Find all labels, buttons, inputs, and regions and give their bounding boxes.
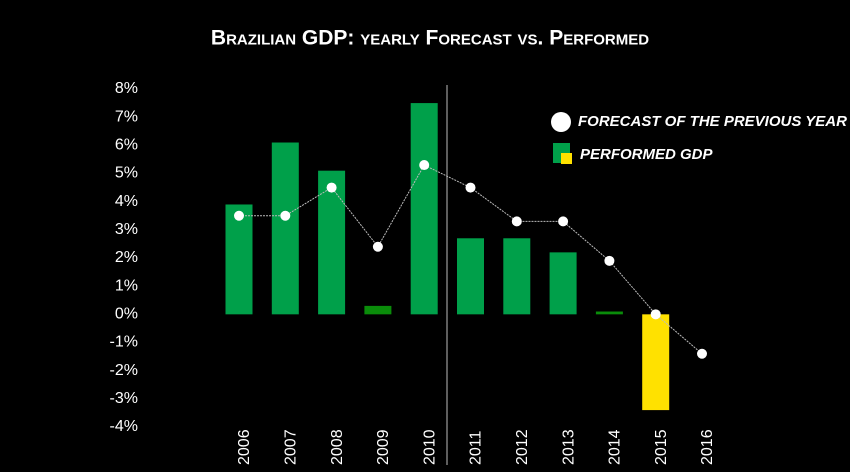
forecast-dot (372, 241, 383, 252)
legend-swatch (551, 112, 571, 132)
chart-title: Brazilian GDP: yearly Forecast vs. Perfo… (211, 27, 649, 50)
bar (410, 103, 438, 315)
legend-swatch (561, 153, 572, 164)
y-tick-label: -2% (110, 362, 138, 379)
bar (503, 238, 531, 315)
y-tick-label: 6% (115, 137, 138, 154)
bar (318, 170, 346, 315)
y-tick-label: -1% (110, 334, 138, 351)
legend-label: PERFORMED GDP (580, 146, 714, 163)
bar (642, 314, 670, 411)
x-tick-label: 2011 (468, 430, 485, 465)
bar (225, 204, 253, 315)
x-tick-label: 2010 (421, 429, 438, 465)
forecast-line (239, 164, 703, 355)
y-tick-label: -3% (110, 390, 138, 407)
y-tick-label: 7% (115, 108, 138, 125)
bar (457, 238, 484, 315)
forecast-dot (558, 216, 569, 227)
y-tick-label: 5% (115, 165, 138, 182)
forecast-dot (697, 348, 707, 359)
forecast-dot (234, 210, 244, 221)
bar (364, 305, 392, 315)
x-tick-label: 2016 (699, 429, 716, 465)
x-tick-label: 2014 (607, 429, 624, 465)
y-tick-label: 8% (115, 80, 138, 97)
bar (549, 252, 577, 315)
x-tick-label: 2012 (514, 429, 531, 465)
bar (271, 142, 299, 315)
forecast-dot (280, 210, 291, 221)
x-tick-label: 2013 (560, 429, 577, 465)
forecast-dot (650, 309, 661, 320)
y-tick-label: 4% (115, 193, 138, 210)
y-tick-label: -4% (110, 418, 138, 435)
x-tick-label: 2009 (375, 429, 392, 465)
x-tick-label: 2008 (329, 429, 346, 465)
x-tick-label: 2006 (236, 429, 253, 465)
y-tick-label: 2% (115, 249, 138, 266)
x-tick-label: 2007 (283, 429, 300, 465)
legend-label: FORECAST OF THE PREVIOUS YEAR (578, 113, 847, 130)
y-tick-label: 3% (115, 221, 138, 238)
forecast-dot (511, 216, 522, 227)
y-tick-label: 1% (115, 277, 138, 294)
forecast-dot (419, 160, 430, 171)
y-tick-label: 0% (115, 306, 138, 323)
bar (595, 311, 623, 315)
x-tick-label: 2015 (653, 429, 670, 465)
forecast-dot (465, 182, 476, 193)
forecast-dot (326, 182, 337, 193)
forecast-dot (604, 255, 615, 266)
